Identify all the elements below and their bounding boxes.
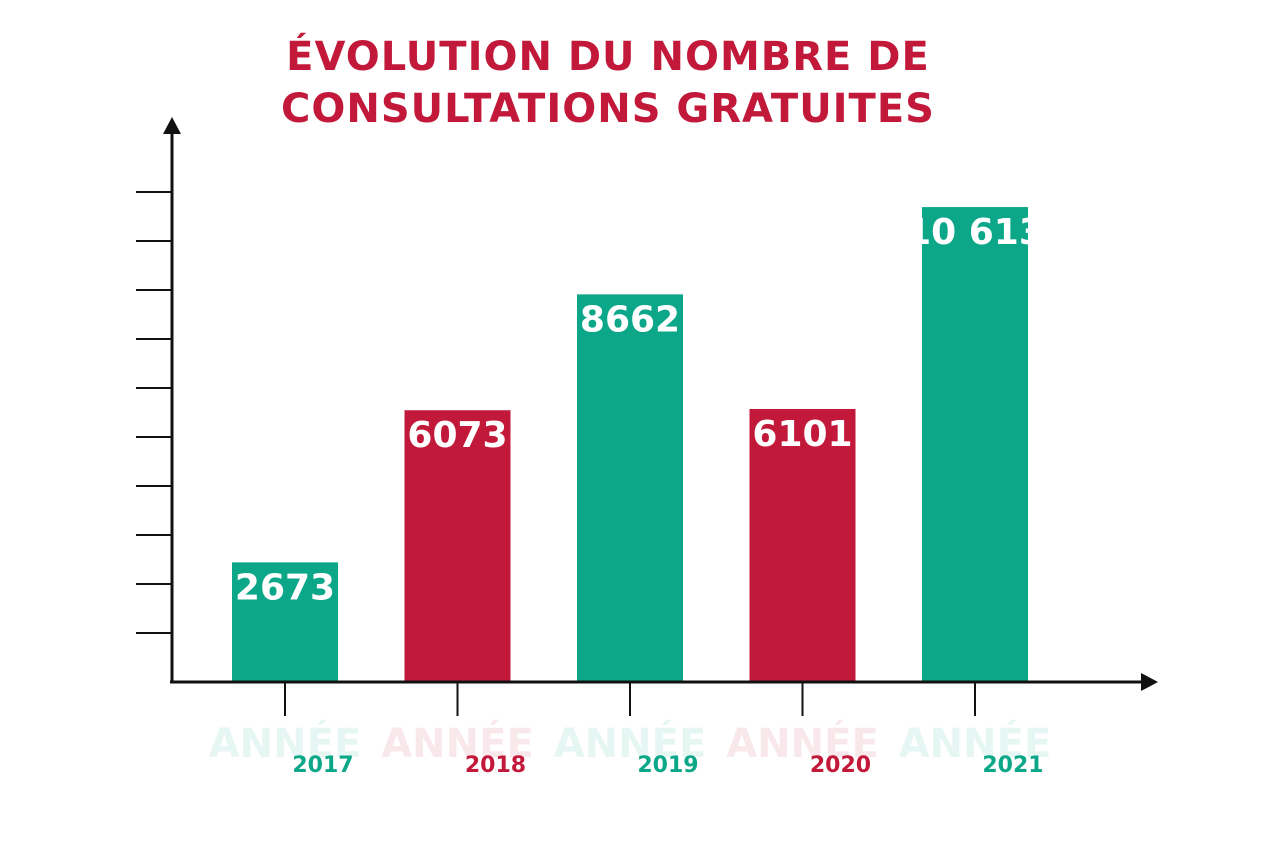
y-axis-arrow-icon — [163, 117, 181, 134]
chart-title-line-1: ÉVOLUTION DU NOMBRE DE — [286, 32, 930, 80]
x-axis-ticks — [284, 682, 976, 716]
x-axis-arrow-icon — [1141, 673, 1158, 691]
bar-2021 — [922, 207, 1028, 683]
bar-value-label-2021: 10 613 — [906, 212, 1044, 253]
category-label-2021: 2021 — [982, 753, 1043, 778]
bar-value-label-2020: 6101 — [752, 414, 852, 455]
bar-value-label-2019: 8662 — [580, 299, 680, 340]
category-label-2019: 2019 — [637, 753, 698, 778]
category-prefix-label: ANNÉE — [554, 719, 707, 767]
bar-2019 — [577, 294, 683, 682]
bar-value-label-2017: 2673 — [235, 567, 335, 608]
category-prefix-label: ANNÉE — [899, 719, 1052, 767]
chart-title: ÉVOLUTION DU NOMBRE DE CONSULTATIONS GRA… — [281, 32, 935, 132]
bar-value-label-2018: 6073 — [407, 415, 507, 456]
bar-2018 — [404, 410, 511, 682]
bars-group: 2673 6073 8662 6101 10 613 — [232, 207, 1044, 683]
bar-2017 — [232, 562, 338, 682]
axes — [163, 117, 1158, 691]
category-prefix-label: ANNÉE — [209, 719, 362, 767]
bar-2020 — [749, 408, 856, 682]
category-label-2017: 2017 — [292, 753, 353, 778]
chart-title-line-2: CONSULTATIONS GRATUITES — [281, 86, 935, 132]
category-label-2018: 2018 — [465, 753, 526, 778]
category-prefix-label: ANNÉE — [726, 719, 879, 767]
category-label-2020: 2020 — [810, 753, 871, 778]
y-axis-ticks — [136, 191, 172, 634]
category-prefix-label: ANNÉE — [381, 719, 534, 767]
